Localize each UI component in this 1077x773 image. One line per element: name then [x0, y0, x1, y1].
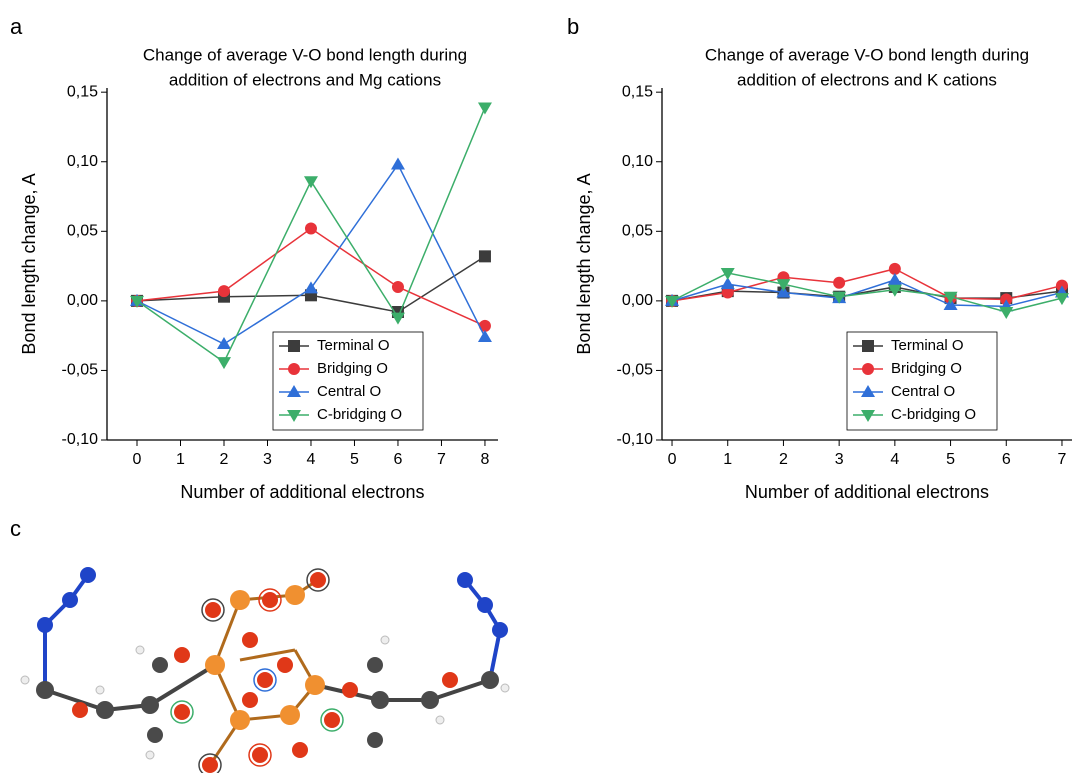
legend-label: Bridging O: [891, 360, 962, 377]
x-axis-label: Number of additional electrons: [745, 482, 989, 502]
y-tick-label: 0,05: [622, 223, 653, 240]
data-point: [478, 102, 492, 114]
legend-marker: [288, 340, 300, 352]
y-tick-label: 0,05: [67, 223, 98, 240]
series-line: [137, 107, 485, 362]
panel-label: b: [567, 14, 579, 39]
legend-label: C-bridging O: [891, 406, 976, 423]
panel-label: a: [10, 14, 23, 39]
x-tick-label: 6: [394, 451, 403, 468]
chart-title: addition of electrons and K cations: [737, 70, 997, 89]
data-point: [833, 277, 845, 289]
x-axis-label: Number of additional electrons: [180, 482, 424, 502]
data-point: [392, 281, 404, 293]
data-point: [478, 330, 492, 342]
figure: c a Change of average V-O bond length dur…: [0, 0, 1077, 773]
legend-label: Bridging O: [317, 360, 388, 377]
y-tick-label: 0,10: [67, 153, 98, 170]
data-point: [479, 250, 491, 262]
x-tick-label: 1: [723, 451, 732, 468]
data-point: [218, 285, 230, 297]
x-tick-label: 2: [779, 451, 788, 468]
data-point: [304, 176, 318, 188]
series-line: [137, 165, 485, 344]
legend-marker: [862, 340, 874, 352]
data-point: [217, 337, 231, 349]
data-point: [391, 158, 405, 170]
legend-label: Terminal O: [891, 337, 964, 354]
y-axis-label: Bond length change, A: [19, 173, 39, 354]
y-tick-label: 0,00: [67, 292, 98, 309]
legend-label: Central O: [891, 383, 955, 400]
data-point: [217, 357, 231, 369]
chart-title: Change of average V-O bond length during: [143, 45, 467, 64]
y-tick-label: -0,10: [617, 431, 654, 448]
legend-label: Terminal O: [317, 337, 390, 354]
y-tick-label: 0,00: [622, 292, 653, 309]
chart-title: Change of average V-O bond length during: [705, 45, 1029, 64]
x-tick-label: 4: [890, 451, 899, 468]
y-axis-label: Bond length change, A: [574, 173, 594, 354]
x-tick-label: 4: [307, 451, 316, 468]
data-point: [999, 307, 1013, 319]
x-tick-label: 3: [263, 451, 272, 468]
legend-marker: [862, 363, 874, 375]
legend-label: C-bridging O: [317, 406, 402, 423]
x-tick-label: 7: [1058, 451, 1067, 468]
data-point: [305, 223, 317, 235]
x-tick-label: 6: [1002, 451, 1011, 468]
y-tick-label: -0,05: [62, 362, 99, 379]
series-line: [137, 229, 485, 326]
x-tick-label: 2: [220, 451, 229, 468]
data-point: [888, 273, 902, 285]
y-tick-label: 0,10: [622, 153, 653, 170]
x-tick-label: 0: [133, 451, 142, 468]
x-tick-label: 7: [437, 451, 446, 468]
y-tick-label: -0,05: [617, 362, 654, 379]
molecule: [21, 567, 509, 773]
panel-label: c: [10, 516, 21, 541]
x-tick-label: 0: [668, 451, 677, 468]
data-point: [391, 313, 405, 325]
y-tick-label: 0,15: [67, 83, 98, 100]
x-tick-label: 3: [835, 451, 844, 468]
legend-label: Central O: [317, 383, 381, 400]
data-point: [304, 281, 318, 293]
legend-marker: [288, 363, 300, 375]
y-tick-label: 0,15: [622, 83, 653, 100]
x-tick-label: 1: [176, 451, 185, 468]
chart-title: addition of electrons and Mg cations: [169, 70, 441, 89]
y-tick-label: -0,10: [62, 431, 99, 448]
x-tick-label: 8: [480, 451, 489, 468]
x-tick-label: 5: [946, 451, 955, 468]
x-tick-label: 5: [350, 451, 359, 468]
